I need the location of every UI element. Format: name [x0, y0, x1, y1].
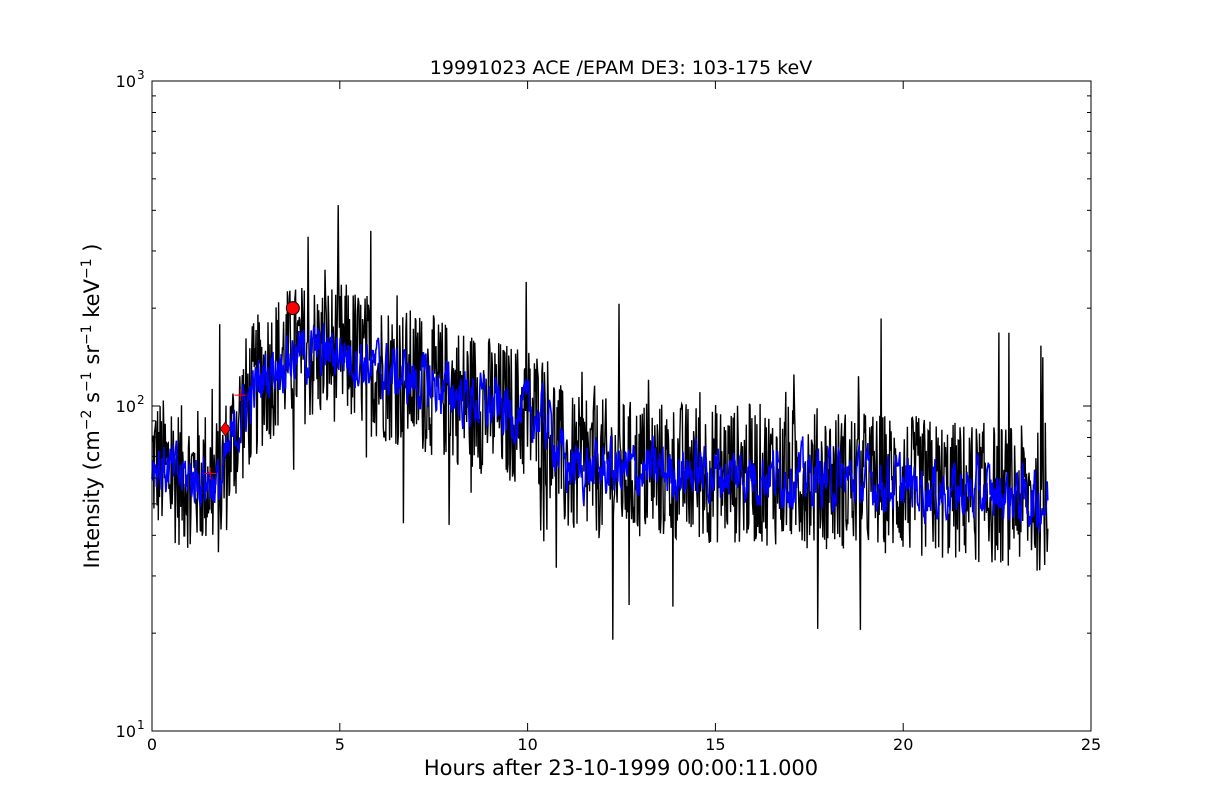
y-axis-label-part: ) [80, 244, 104, 259]
plot-area [151, 205, 1049, 640]
y-axis-label-exponent: −1 [79, 371, 95, 392]
series-line-1 [151, 323, 1049, 533]
y-tick-label-exponent: 1 [137, 718, 145, 732]
marker-diamond [219, 421, 231, 437]
y-tick-label: 10 [116, 72, 136, 91]
marker-plus [234, 389, 247, 402]
x-tick-label: 15 [705, 735, 725, 754]
y-tick-label-exponent: 2 [137, 393, 145, 407]
y-axis-label-part: sr [80, 345, 104, 372]
x-tick-label: 0 [147, 735, 157, 754]
x-tick-label: 10 [517, 735, 537, 754]
x-tick-label: 25 [1081, 735, 1101, 754]
series-line-0 [151, 205, 1049, 640]
x-tick-label: 5 [335, 735, 345, 754]
marker-circle [285, 301, 300, 316]
x-tick-label: 20 [893, 735, 913, 754]
y-axis-label-exponent: −1 [79, 324, 95, 345]
marker-plus [204, 467, 217, 480]
y-tick-label-exponent: 3 [137, 68, 145, 82]
y-axis-label-exponent: −2 [79, 410, 95, 431]
y-axis-label-part: Intensity (cm [80, 430, 104, 568]
x-axis-label: Hours after 23-10-1999 00:00:11.000 [424, 756, 818, 780]
y-tick-label: 10 [116, 397, 136, 416]
chart-title: 19991023 ACE /EPAM DE3: 103-175 keV [430, 57, 812, 79]
y-axis-label: Intensity (cm−2 s−1 sr−1 keV−1 ) [79, 244, 104, 569]
y-axis-label-part: keV [80, 278, 104, 324]
y-axis-label-part: s [80, 392, 104, 410]
y-axis-label-exponent: −1 [79, 258, 95, 279]
y-tick-label: 10 [116, 722, 136, 741]
